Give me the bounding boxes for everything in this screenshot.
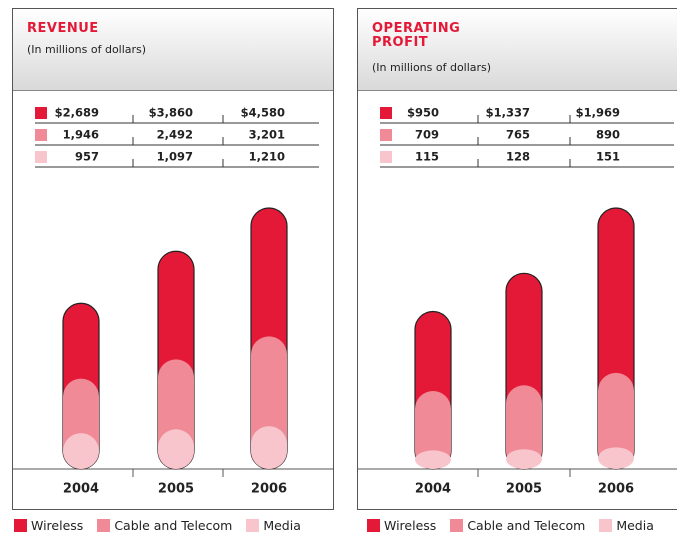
chart-body: $2,689 $3,860 $4,580 1,946 2,492 3,201 957 1,09…: [13, 106, 333, 497]
x-tick-label: 2005: [506, 482, 542, 497]
legend-label: Cable and Telecom: [467, 518, 586, 533]
table-value: 957: [75, 150, 99, 164]
legend-item: Cable and Telecom: [450, 518, 585, 533]
table-value: $1,337: [486, 106, 530, 120]
legend-item: Wireless: [367, 518, 436, 533]
chart-title: REVENUE: [27, 21, 99, 36]
table-value: 115: [415, 150, 439, 164]
table-value: 128: [506, 150, 530, 164]
chart-body: $950 $1,337 $1,969 709 765 890 115 128 151 2004 20…: [358, 106, 677, 497]
legend-swatch: [14, 519, 27, 532]
legend-item: Media: [246, 518, 301, 533]
table-value: 1,210: [249, 150, 285, 164]
table-value: 709: [415, 128, 439, 142]
bar-segment: [251, 426, 287, 469]
legend: Wireless Cable and Telecom Media: [367, 518, 668, 533]
chart-title: OPERATING PROFIT: [372, 21, 461, 50]
x-tick-label: 2004: [415, 482, 451, 497]
legend-swatch: [35, 107, 47, 119]
table-value: $950: [407, 106, 439, 120]
legend-swatch: [380, 129, 392, 141]
x-tick-label: 2004: [63, 482, 99, 497]
legend-item: Cable and Telecom: [97, 518, 232, 533]
legend-label: Wireless: [384, 518, 437, 533]
panel-header: OPERATING PROFIT (In millions of dollars): [358, 9, 677, 91]
table-value: $3,860: [149, 106, 193, 120]
table-value: 890: [596, 128, 620, 142]
bar-segment: [158, 429, 194, 469]
bar-segment: [506, 385, 542, 469]
legend-label: Media: [616, 518, 654, 533]
table-value: 151: [596, 150, 620, 164]
table-value: 2,492: [157, 128, 193, 142]
legend-swatch: [35, 129, 47, 141]
legend-swatch: [246, 519, 260, 532]
table-value: $4,580: [241, 106, 285, 120]
bar-segment: [415, 450, 451, 469]
table-value: 3,201: [249, 128, 285, 142]
bar-segment: [415, 391, 451, 469]
bar-segment: [598, 372, 634, 469]
chart-panel: REVENUE (In millions of dollars) $2,689 $3,…: [12, 8, 334, 510]
legend-label: Cable and Telecom: [114, 518, 233, 533]
chart-subtitle: (In millions of dollars): [372, 61, 492, 74]
legend-swatch: [450, 519, 464, 532]
legend-swatch: [380, 107, 392, 119]
legend-swatch: [380, 151, 392, 163]
chart-subtitle: (In millions of dollars): [27, 43, 147, 56]
legend: Wireless Cable and Telecom Media: [14, 518, 315, 533]
table-value: 765: [506, 128, 530, 142]
x-tick-label: 2006: [598, 482, 634, 497]
bar-segment: [63, 433, 99, 469]
panel-header: REVENUE (In millions of dollars): [13, 9, 333, 91]
table-value: $2,689: [55, 106, 99, 120]
legend-label: Media: [263, 518, 301, 533]
bar-segment: [506, 449, 542, 469]
legend-item: Wireless: [14, 518, 83, 533]
legend-swatch: [97, 519, 111, 532]
x-tick-label: 2006: [251, 482, 287, 497]
x-tick-label: 2005: [158, 482, 194, 497]
table-value: $1,969: [576, 106, 620, 120]
legend-swatch: [35, 151, 47, 163]
legend-swatch: [599, 519, 613, 532]
legend-item: Media: [599, 518, 654, 533]
table-value: 1,097: [157, 150, 193, 164]
chart-panel: OPERATING PROFIT (In millions of dollars)…: [357, 8, 677, 510]
bar-segment: [598, 447, 634, 469]
legend-swatch: [367, 519, 380, 532]
legend-label: Wireless: [31, 518, 84, 533]
table-value: 1,946: [63, 128, 99, 142]
